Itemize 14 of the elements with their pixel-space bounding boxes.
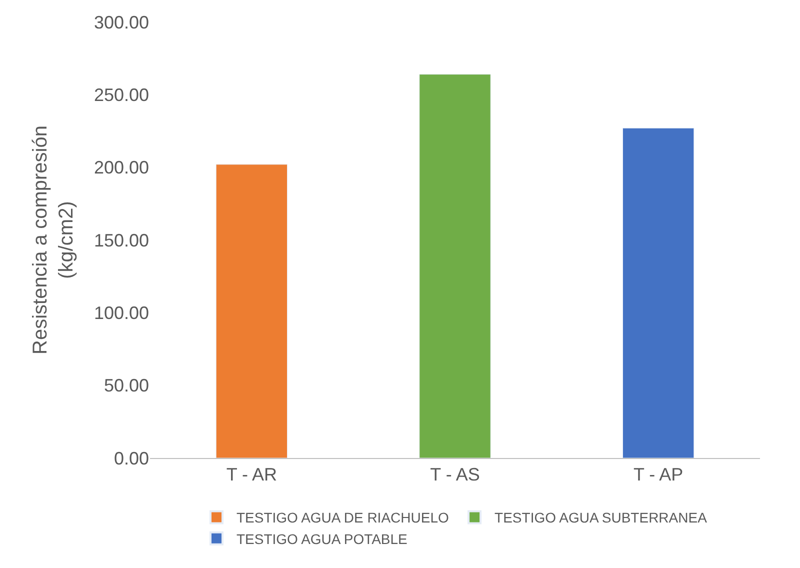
legend-label: TESTIGO AGUA DE RIACHUELO	[236, 510, 449, 526]
x-tick-label: T - AP	[633, 464, 684, 485]
y-tick-label: 300.00	[94, 12, 149, 32]
y-tick-label: 50.00	[104, 376, 149, 396]
y-tick-label: 250.00	[94, 84, 149, 105]
y-tick-label: 0.00	[114, 448, 149, 468]
y-tick-label: 150.00	[94, 230, 149, 250]
legend-label: TESTIGO AGUA SUBTERRANEA	[494, 510, 708, 526]
y-tick-label: 100.00	[94, 302, 149, 323]
x-tick-label: T - AS	[430, 464, 480, 485]
y-tick-label: 200.00	[94, 158, 149, 178]
legend-label: TESTIGO AGUA POTABLE	[236, 530, 408, 547]
x-tick-label: T - AR	[226, 464, 278, 485]
y-axis-title: Resistencia a compresión (kg/cm2)	[29, 126, 78, 354]
